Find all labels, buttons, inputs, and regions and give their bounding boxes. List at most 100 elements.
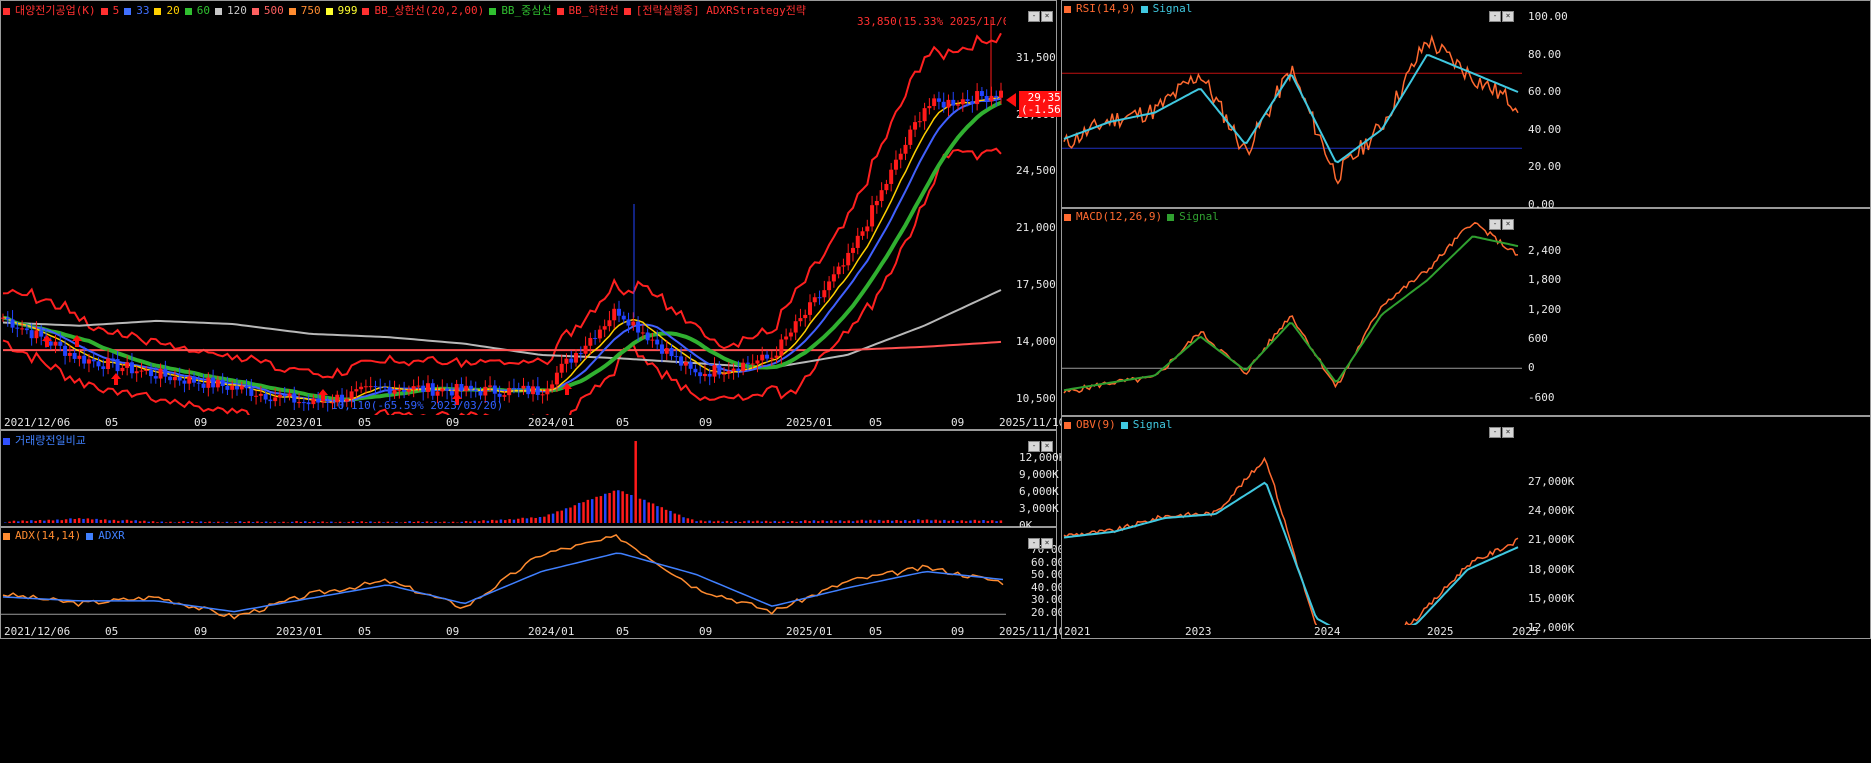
volume-bar	[82, 518, 85, 523]
price-chart-svg[interactable]: 33,850(15.33% 2025/11/03) 10,110(-65.59% …	[1, 1, 1006, 415]
candle-body	[951, 99, 956, 106]
minimize-icon[interactable]: -	[1028, 11, 1040, 22]
window-controls[interactable]: - ×	[1488, 419, 1514, 438]
obv-chart-pane[interactable]: OBV(9) Signal - × 27,000K 24,000K 21,000K 18,…	[1061, 416, 1871, 639]
volume-bar	[882, 520, 885, 523]
candle-body	[478, 391, 483, 396]
volume-bar	[725, 520, 729, 523]
minimize-icon[interactable]: -	[1489, 11, 1501, 22]
volume-bar	[95, 518, 98, 523]
candle-body	[784, 336, 789, 340]
y-tick-label: 600	[1528, 331, 1548, 345]
volume-bar	[217, 521, 220, 523]
legend-swatch	[3, 532, 10, 540]
candle-body	[846, 252, 851, 266]
candle-body	[387, 387, 392, 394]
close-icon[interactable]: ×	[1041, 11, 1053, 22]
close-icon[interactable]: ×	[1502, 427, 1514, 438]
window-controls[interactable]: - ×	[1488, 3, 1514, 22]
minimize-icon[interactable]: -	[1028, 441, 1040, 452]
adx-chart-svg[interactable]	[1, 528, 1006, 625]
volume-chart-svg[interactable]	[1, 431, 1006, 526]
candle-body	[368, 386, 373, 388]
adx-chart-pane[interactable]: ADX(14,14) ADXR - × 70.00 60.00 50.00 40.00 30…	[0, 527, 1065, 639]
volume-bar	[538, 517, 542, 523]
y-tick-label: 27,000K	[1528, 475, 1575, 488]
volume-bar	[890, 520, 894, 523]
legend-item: OBV(9)	[1076, 418, 1116, 431]
candle-body	[316, 398, 321, 403]
candle-body	[531, 386, 536, 395]
volume-bar	[195, 522, 198, 523]
volume-bar	[934, 519, 937, 523]
volume-legend: 거래량전일비교	[3, 432, 91, 448]
candle-body	[15, 327, 20, 329]
volume-bar	[556, 511, 559, 523]
obv-chart-svg[interactable]	[1062, 417, 1522, 625]
y-tick-label: 10,500	[1016, 391, 1056, 405]
candle-body	[1, 317, 5, 319]
candle-body	[884, 183, 889, 191]
volume-bar	[730, 521, 733, 523]
volume-bar	[764, 520, 768, 523]
volume-bar	[664, 509, 668, 523]
ma20-line	[2, 95, 1002, 403]
legend-swatch	[489, 7, 497, 15]
candle-body	[239, 385, 244, 390]
candle-body	[588, 337, 593, 346]
close-icon[interactable]: ×	[1502, 219, 1514, 230]
rsi-chart-pane[interactable]: RSI(14,9) Signal - × 100.00 80.00 60.00 40.00…	[1061, 0, 1871, 211]
window-controls[interactable]: - ×	[1488, 211, 1514, 230]
window-controls[interactable]: - ×	[1027, 433, 1053, 452]
rsi-chart-svg[interactable]	[1062, 1, 1522, 207]
candle-body	[807, 302, 812, 315]
volume-bar	[825, 521, 829, 523]
adx-axis: 70.00 60.00 50.00 40.00 30.00 20.00	[1031, 528, 1064, 625]
volume-bar	[951, 520, 955, 523]
candle-body	[468, 385, 473, 390]
window-controls[interactable]: - ×	[1027, 530, 1053, 549]
candle-body	[48, 341, 53, 346]
volume-bar	[156, 522, 159, 523]
rsi-signal-line	[1063, 54, 1519, 164]
close-icon[interactable]: ×	[1041, 538, 1053, 549]
candle-body	[893, 159, 898, 170]
volume-bar	[38, 519, 42, 523]
volume-bar	[243, 522, 246, 523]
candle-body	[559, 363, 564, 373]
close-icon[interactable]: ×	[1041, 441, 1053, 452]
candle-body	[277, 394, 282, 398]
volume-bar	[438, 522, 442, 523]
minimize-icon[interactable]: -	[1028, 538, 1040, 549]
minimize-icon[interactable]: -	[1489, 427, 1501, 438]
candle-body	[234, 385, 239, 390]
close-icon[interactable]: ×	[1502, 11, 1514, 22]
macd-chart-pane[interactable]: MACD(12,26,9) Signal - × 2,400 1,800 1,200 60…	[1061, 208, 1871, 416]
candle-body	[320, 401, 325, 403]
window-controls[interactable]: - ×	[1027, 3, 1053, 22]
candle-body	[774, 355, 779, 358]
price-chart-pane[interactable]: 33,850(15.33% 2025/11/03) 10,110(-65.59% …	[0, 0, 1076, 430]
y-tick-label: 20.00	[1528, 160, 1562, 173]
volume-bar	[895, 520, 898, 523]
y-tick-label: 0.00	[1528, 197, 1555, 211]
candle-body	[440, 388, 445, 392]
candle-body	[535, 386, 540, 395]
volume-bar	[208, 521, 211, 523]
x-tick-label: 2023/01	[276, 625, 323, 638]
volume-bar	[451, 521, 455, 523]
volume-bar	[43, 520, 46, 523]
volume-bar	[817, 521, 820, 523]
buy-signal-arrow	[42, 335, 52, 347]
volume-chart-pane[interactable]: 거래량전일비교 - × 12,000K 9,000K 6,000K 3,000K 0K	[0, 430, 1065, 532]
volume-bar	[482, 520, 485, 523]
macd-chart-svg[interactable]	[1062, 209, 1522, 415]
volume-bar	[917, 519, 920, 523]
volume-bar	[134, 520, 137, 523]
volume-bar	[617, 490, 620, 523]
legend-swatch	[251, 7, 259, 15]
volume-bar	[743, 521, 746, 523]
x-tick-label: 09	[951, 625, 965, 638]
minimize-icon[interactable]: -	[1489, 219, 1501, 230]
volume-bar	[8, 521, 11, 523]
